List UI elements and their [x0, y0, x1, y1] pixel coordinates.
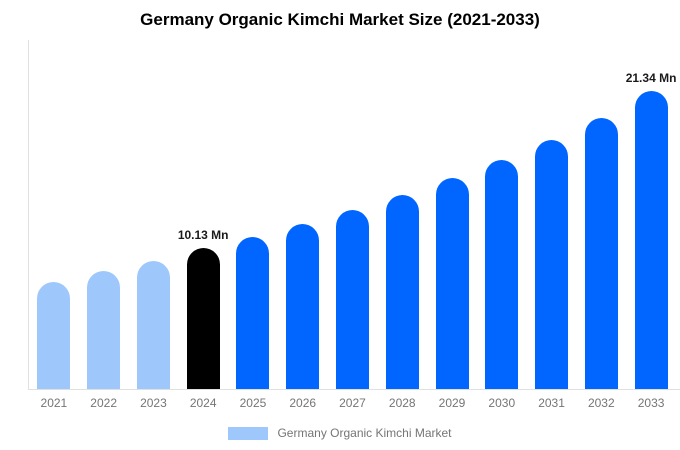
plot-area: 10.13 Mn 21.34 Mn	[29, 40, 676, 389]
bar-slot	[328, 40, 378, 389]
x-axis-label-2025: 2025	[239, 396, 267, 410]
bar-2028[interactable]	[385, 195, 419, 389]
x-axis-label-2029: 2029	[438, 396, 466, 410]
bar-slot	[29, 40, 79, 389]
bar-slot	[576, 40, 626, 389]
bar-slot	[377, 40, 427, 389]
bar-slot: 10.13 Mn	[177, 40, 229, 389]
bar-2027[interactable]	[335, 210, 369, 389]
bar-2023[interactable]	[136, 260, 170, 389]
bar-slot: 21.34 Mn	[626, 40, 676, 389]
x-axis-label-2026: 2026	[289, 396, 317, 410]
x-axis-label-2032: 2032	[587, 396, 615, 410]
bar-2029[interactable]	[435, 178, 469, 389]
x-axis-label-2023: 2023	[140, 396, 167, 410]
chart-title: Germany Organic Kimchi Market Size (2021…	[140, 10, 540, 29]
bar-2022[interactable]	[87, 271, 121, 389]
x-axis-label-2022: 2022	[90, 396, 117, 410]
x-axis-line	[28, 389, 680, 390]
x-axis: 2021 2022 2023 2024 2025 2026 2027 2028 2029 2030…	[29, 396, 676, 410]
bar-2025[interactable]	[236, 236, 270, 389]
x-axis-label-2028: 2028	[388, 396, 416, 410]
bar-slot	[477, 40, 527, 389]
bar-slot	[527, 40, 577, 389]
bar-slot	[427, 40, 477, 389]
x-axis-label-2027: 2027	[339, 396, 366, 410]
legend-swatch-icon	[228, 426, 269, 440]
bar-2026[interactable]	[286, 224, 320, 389]
bar-2024[interactable]	[186, 247, 220, 389]
legend[interactable]: Germany Organic Kimchi Market	[0, 426, 680, 440]
bar-slot	[278, 40, 328, 389]
x-axis-label-2033: 2033	[637, 396, 665, 410]
bar-slot	[129, 40, 179, 389]
bar-series: 10.13 Mn 21.34 Mn	[29, 40, 676, 389]
bar-slot	[79, 40, 129, 389]
bar-2033[interactable]	[634, 91, 668, 389]
bar-annotation-2024: 10.13 Mn	[177, 227, 229, 242]
bar-2031[interactable]	[535, 139, 569, 389]
bar-2032[interactable]	[584, 118, 618, 389]
bar-2030[interactable]	[485, 160, 519, 389]
x-axis-label-2021: 2021	[40, 396, 68, 410]
x-axis-label-2031: 2031	[538, 396, 565, 410]
bar-slot	[228, 40, 278, 389]
legend-label: Germany Organic Kimchi Market	[277, 426, 452, 440]
x-axis-label-2024: 2024	[189, 396, 217, 410]
bar-2021[interactable]	[37, 282, 71, 389]
x-axis-label-2030: 2030	[488, 396, 516, 410]
bar-annotation-2033: 21.34 Mn	[625, 71, 677, 86]
y-axis-line	[28, 40, 29, 389]
